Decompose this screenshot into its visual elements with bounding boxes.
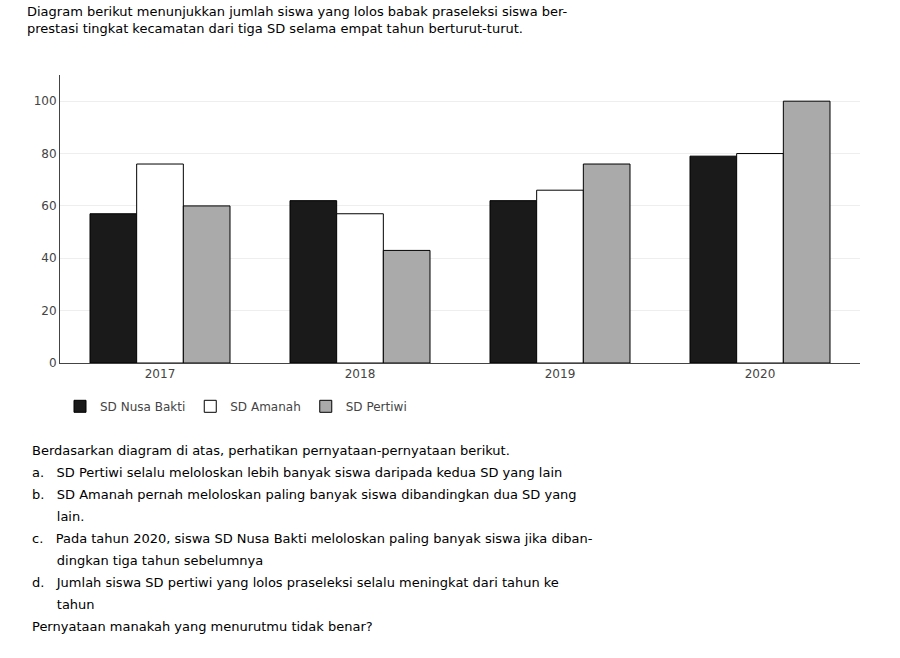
svg-text:40: 40	[41, 251, 56, 265]
svg-text:2020: 2020	[745, 367, 776, 381]
svg-text:c. Pada tahun 2020, siswa SD: c. Pada tahun 2020, siswa SD Nusa Bakti …	[32, 531, 593, 546]
svg-text:SD Amanah: SD Amanah	[230, 400, 301, 414]
svg-text:b. SD Amanah pernah melolosk: b. SD Amanah pernah meloloskan paling ba…	[32, 487, 577, 502]
svg-text:80: 80	[41, 147, 56, 161]
svg-text:lain.: lain.	[32, 509, 84, 524]
svg-text:60: 60	[41, 199, 56, 213]
svg-text:a. SD Pertiwi selalu melolos: a. SD Pertiwi selalu meloloskan lebih ba…	[32, 465, 562, 480]
svg-text:Pernyataan manakah yang menuru: Pernyataan manakah yang menurutmu tidak …	[32, 619, 373, 634]
svg-text:2017: 2017	[145, 367, 176, 381]
svg-text:Berdasarkan diagram di atas, p: Berdasarkan diagram di atas, perhatikan …	[32, 443, 510, 458]
svg-text:Diagram berikut menunjukkan ju: Diagram berikut menunjukkan jumlah siswa…	[27, 4, 568, 36]
svg-text:2018: 2018	[345, 367, 376, 381]
svg-text:d. Jumlah siswa SD pertiwi y: d. Jumlah siswa SD pertiwi yang lolos pr…	[32, 575, 559, 590]
svg-text:0: 0	[49, 356, 57, 370]
svg-text:100: 100	[34, 94, 57, 108]
svg-text:20: 20	[41, 304, 56, 318]
svg-text:2019: 2019	[545, 367, 576, 381]
svg-text:SD Pertiwi: SD Pertiwi	[346, 400, 407, 414]
svg-text:SD Nusa Bakti: SD Nusa Bakti	[100, 400, 185, 414]
svg-text:dingkan tiga tahun sebelumnya: dingkan tiga tahun sebelumnya	[32, 553, 263, 568]
svg-text:tahun: tahun	[32, 597, 95, 612]
